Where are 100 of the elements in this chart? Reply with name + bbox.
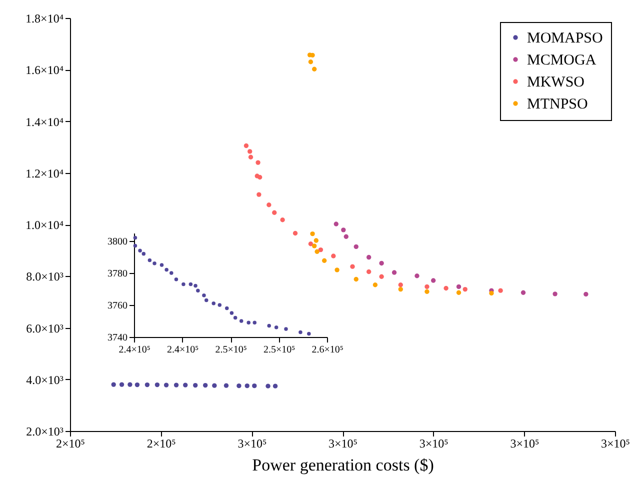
- point: [119, 382, 124, 387]
- y-tick-label: 3740: [108, 332, 128, 344]
- x-tick-label: 2.4×10⁵: [118, 344, 150, 356]
- point: [398, 282, 403, 288]
- point: [308, 60, 314, 64]
- point: [160, 263, 164, 267]
- point: [183, 382, 188, 388]
- y-tick-label: 3800: [108, 236, 128, 248]
- point: [188, 282, 193, 286]
- point: [331, 254, 336, 258]
- x-tick-label: 3×10⁵: [510, 436, 540, 450]
- y-tick-label: 3780: [108, 268, 128, 280]
- point: [244, 383, 250, 388]
- point: [202, 382, 208, 388]
- legend-label: MTNPSO: [527, 96, 588, 112]
- point: [174, 382, 179, 388]
- point: [225, 306, 229, 310]
- point: [272, 384, 278, 388]
- x-tick-label: 2×10⁵: [146, 436, 176, 450]
- point: [344, 234, 348, 239]
- y-tick-label: 1.0×10⁴: [26, 218, 64, 232]
- point: [134, 382, 140, 388]
- point: [314, 238, 319, 243]
- point: [398, 286, 403, 292]
- x-tick-label: 2.5×10⁵: [215, 344, 247, 356]
- point: [379, 260, 384, 266]
- point: [257, 174, 262, 180]
- point: [424, 289, 430, 294]
- point: [204, 298, 208, 302]
- point: [252, 383, 257, 388]
- point: [456, 284, 462, 290]
- x-tick-label: 3×10⁵: [328, 436, 358, 450]
- point: [354, 276, 358, 282]
- point: [430, 278, 436, 283]
- point: [498, 288, 503, 293]
- x-tick-label: 3×10⁵: [419, 436, 448, 450]
- point: [212, 302, 216, 306]
- y-tick-label: 1.2×10⁴: [26, 166, 64, 180]
- legend-label: MCMOGA: [527, 52, 596, 68]
- point: [272, 210, 277, 215]
- x-axis-title: Power generation costs ($): [252, 456, 434, 474]
- point: [456, 290, 462, 295]
- point: [318, 247, 324, 252]
- x-tick-label: 3×10⁵: [238, 436, 267, 450]
- y-tick-label: 8.0×10³: [26, 270, 64, 284]
- point: [194, 284, 198, 288]
- point: [280, 218, 285, 222]
- point: [196, 288, 200, 292]
- y-tick-label: 1.8×10⁴: [26, 12, 64, 26]
- point: [236, 383, 242, 388]
- point: [164, 382, 169, 388]
- point: [244, 143, 249, 148]
- point: [372, 282, 378, 288]
- point: [152, 262, 156, 266]
- x-tick-label: 2.6×10⁵: [312, 344, 344, 356]
- point: [193, 382, 198, 388]
- legend-label: MKWSO: [527, 74, 585, 90]
- point: [284, 327, 288, 331]
- point: [170, 271, 174, 275]
- y-tick-label: 4.0×10³: [26, 372, 64, 387]
- x-tick-label: 2.4×10⁵: [166, 344, 199, 356]
- point: [174, 278, 178, 282]
- point: [230, 311, 234, 315]
- x-tick-label: 2×10⁵: [56, 436, 85, 450]
- point: [462, 286, 468, 292]
- point: [350, 264, 355, 269]
- point: [341, 228, 346, 232]
- y-tick-label: 1.4×10⁴: [26, 114, 64, 129]
- point: [298, 330, 302, 334]
- point: [520, 290, 526, 295]
- y-tick-label: 1.6×10⁴: [26, 63, 64, 78]
- point: [212, 383, 217, 388]
- point: [366, 269, 372, 274]
- point: [379, 274, 384, 279]
- point: [224, 383, 229, 388]
- point: [312, 66, 317, 72]
- point: [133, 236, 138, 240]
- point: [489, 290, 494, 296]
- point: [354, 244, 358, 250]
- point: [256, 160, 260, 165]
- point: [144, 382, 150, 388]
- x-tick-label: 3×10⁵: [601, 436, 630, 450]
- x-tick-label: 2.5×10⁵: [263, 344, 296, 356]
- point: [164, 268, 168, 272]
- point: [246, 320, 250, 324]
- point: [310, 231, 315, 236]
- point: [266, 384, 270, 388]
- point: [248, 154, 254, 160]
- point: [267, 324, 271, 328]
- point: [252, 320, 256, 324]
- point: [148, 258, 152, 262]
- y-tick-label: 2.0×10³: [26, 424, 64, 438]
- point: [266, 202, 272, 208]
- point: [248, 149, 252, 154]
- legend-label: MOMAPSO: [527, 30, 604, 46]
- point: [334, 268, 340, 272]
- point: [424, 284, 430, 290]
- point: [202, 294, 206, 298]
- point: [218, 303, 222, 307]
- point: [308, 242, 314, 246]
